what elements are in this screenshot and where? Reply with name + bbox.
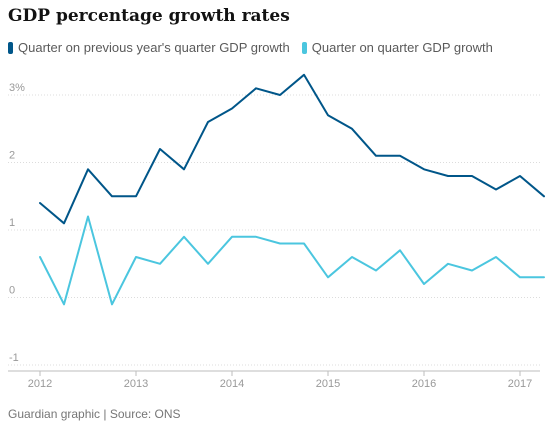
legend-swatch-annual (8, 41, 13, 54)
legend-item-annual: Quarter on previous year's quarter GDP g… (8, 40, 290, 55)
y-tick-label: 2 (9, 150, 15, 162)
source-footer: Guardian graphic | Source: ONS (8, 407, 181, 421)
series-lines (39, 73, 545, 306)
legend-label-annual: Quarter on previous year's quarter GDP g… (18, 40, 290, 55)
y-tick-label: 3% (9, 82, 25, 94)
x-tick-label: 2014 (220, 378, 244, 390)
legend: Quarter on previous year's quarter GDP g… (8, 40, 505, 55)
series-line-annual (39, 73, 545, 225)
line-chart: 3% 2 1 0 -1 2012 2013 2014 2015 2016 2017 (8, 73, 545, 390)
series-line-quarterly (39, 215, 545, 306)
x-tick-label: 2013 (124, 378, 148, 390)
x-tick-label: 2012 (28, 378, 52, 390)
x-axis: 2012 2013 2014 2015 2016 2017 (8, 370, 540, 390)
x-tick-label: 2015 (316, 378, 340, 390)
y-tick-label: -1 (9, 352, 19, 364)
y-tick-label: 0 (9, 285, 15, 297)
legend-item-quarterly: Quarter on quarter GDP growth (301, 40, 493, 55)
x-tick-label: 2016 (412, 378, 436, 390)
y-tick-label: 1 (9, 217, 15, 229)
grid: 3% 2 1 0 -1 (8, 82, 540, 366)
chart-title: GDP percentage growth rates (8, 6, 290, 26)
legend-swatch-quarterly (301, 41, 307, 54)
x-tick-label: 2017 (508, 378, 532, 390)
legend-label-quarterly: Quarter on quarter GDP growth (311, 40, 493, 55)
